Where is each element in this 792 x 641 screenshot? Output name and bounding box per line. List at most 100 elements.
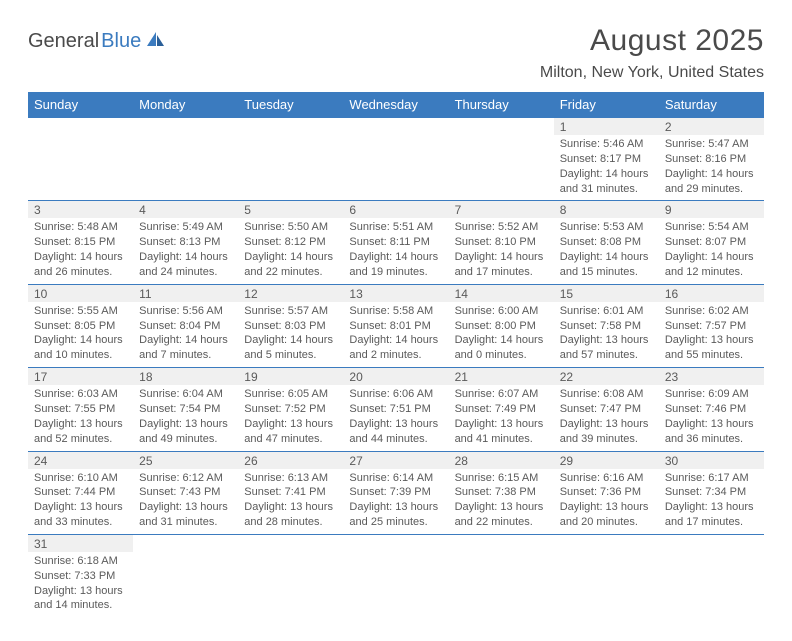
sunrise-text: Sunrise: 6:17 AM bbox=[665, 471, 758, 486]
daylight-text: Daylight: 13 hours and 39 minutes. bbox=[560, 417, 653, 447]
title-block: August 2025 Milton, New York, United Sta… bbox=[540, 24, 764, 82]
logo: GeneralBlue bbox=[28, 30, 167, 53]
col-saturday: Saturday bbox=[659, 92, 764, 118]
day-data-cell: Sunrise: 5:51 AMSunset: 8:11 PMDaylight:… bbox=[343, 218, 448, 284]
sunrise-text: Sunrise: 5:51 AM bbox=[349, 220, 442, 235]
day-data-cell bbox=[133, 135, 238, 201]
day-number-cell: 23 bbox=[659, 368, 764, 386]
daylight-text: Daylight: 13 hours and 55 minutes. bbox=[665, 333, 758, 363]
header: GeneralBlue August 2025 Milton, New York… bbox=[28, 24, 764, 82]
daylight-text: Daylight: 14 hours and 31 minutes. bbox=[560, 167, 653, 197]
daylight-text: Daylight: 14 hours and 7 minutes. bbox=[139, 333, 232, 363]
daylight-text: Daylight: 14 hours and 17 minutes. bbox=[455, 250, 548, 280]
day-data-cell: Sunrise: 5:52 AMSunset: 8:10 PMDaylight:… bbox=[449, 218, 554, 284]
sunset-text: Sunset: 7:54 PM bbox=[139, 402, 232, 417]
sunset-text: Sunset: 8:17 PM bbox=[560, 152, 653, 167]
sunset-text: Sunset: 8:00 PM bbox=[455, 319, 548, 334]
daylight-text: Daylight: 14 hours and 26 minutes. bbox=[34, 250, 127, 280]
sunset-text: Sunset: 7:38 PM bbox=[455, 485, 548, 500]
day-number-cell: 4 bbox=[133, 201, 238, 219]
day-data-row: Sunrise: 5:55 AMSunset: 8:05 PMDaylight:… bbox=[28, 302, 764, 368]
day-data-cell: Sunrise: 5:56 AMSunset: 8:04 PMDaylight:… bbox=[133, 302, 238, 368]
day-number-cell: 20 bbox=[343, 368, 448, 386]
day-number-cell: 1 bbox=[554, 118, 659, 136]
sunset-text: Sunset: 8:12 PM bbox=[244, 235, 337, 250]
day-number-cell bbox=[554, 534, 659, 552]
sunrise-text: Sunrise: 6:10 AM bbox=[34, 471, 127, 486]
col-thursday: Thursday bbox=[449, 92, 554, 118]
sunrise-text: Sunrise: 5:56 AM bbox=[139, 304, 232, 319]
calendar-page: GeneralBlue August 2025 Milton, New York… bbox=[0, 0, 792, 641]
day-number-cell: 21 bbox=[449, 368, 554, 386]
day-number-cell bbox=[28, 118, 133, 136]
daylight-text: Daylight: 13 hours and 47 minutes. bbox=[244, 417, 337, 447]
day-number-cell: 2 bbox=[659, 118, 764, 136]
daylight-text: Daylight: 13 hours and 31 minutes. bbox=[139, 500, 232, 530]
day-data-cell: Sunrise: 6:13 AMSunset: 7:41 PMDaylight:… bbox=[238, 469, 343, 535]
sunset-text: Sunset: 8:11 PM bbox=[349, 235, 442, 250]
day-number-cell: 14 bbox=[449, 284, 554, 302]
sunset-text: Sunset: 7:52 PM bbox=[244, 402, 337, 417]
day-data-cell: Sunrise: 6:02 AMSunset: 7:57 PMDaylight:… bbox=[659, 302, 764, 368]
daylight-text: Daylight: 14 hours and 0 minutes. bbox=[455, 333, 548, 363]
sunset-text: Sunset: 7:51 PM bbox=[349, 402, 442, 417]
daylight-text: Daylight: 13 hours and 44 minutes. bbox=[349, 417, 442, 447]
day-data-cell: Sunrise: 5:58 AMSunset: 8:01 PMDaylight:… bbox=[343, 302, 448, 368]
day-data-cell: Sunrise: 5:57 AMSunset: 8:03 PMDaylight:… bbox=[238, 302, 343, 368]
day-number-cell bbox=[133, 534, 238, 552]
day-number-cell: 24 bbox=[28, 451, 133, 469]
day-number-cell bbox=[238, 534, 343, 552]
sunrise-text: Sunrise: 6:15 AM bbox=[455, 471, 548, 486]
daylight-text: Daylight: 14 hours and 2 minutes. bbox=[349, 333, 442, 363]
sunset-text: Sunset: 8:10 PM bbox=[455, 235, 548, 250]
sunrise-text: Sunrise: 6:06 AM bbox=[349, 387, 442, 402]
col-monday: Monday bbox=[133, 92, 238, 118]
location: Milton, New York, United States bbox=[540, 64, 764, 82]
day-data-cell: Sunrise: 6:08 AMSunset: 7:47 PMDaylight:… bbox=[554, 385, 659, 451]
sunset-text: Sunset: 7:55 PM bbox=[34, 402, 127, 417]
day-number-cell bbox=[449, 534, 554, 552]
day-data-cell bbox=[133, 552, 238, 617]
day-data-cell: Sunrise: 6:04 AMSunset: 7:54 PMDaylight:… bbox=[133, 385, 238, 451]
day-data-cell: Sunrise: 6:05 AMSunset: 7:52 PMDaylight:… bbox=[238, 385, 343, 451]
day-data-cell: Sunrise: 6:16 AMSunset: 7:36 PMDaylight:… bbox=[554, 469, 659, 535]
day-data-cell: Sunrise: 5:54 AMSunset: 8:07 PMDaylight:… bbox=[659, 218, 764, 284]
sunset-text: Sunset: 8:16 PM bbox=[665, 152, 758, 167]
sunset-text: Sunset: 8:15 PM bbox=[34, 235, 127, 250]
day-data-cell: Sunrise: 6:07 AMSunset: 7:49 PMDaylight:… bbox=[449, 385, 554, 451]
daylight-text: Daylight: 14 hours and 19 minutes. bbox=[349, 250, 442, 280]
day-number-row: 12 bbox=[28, 118, 764, 136]
sunrise-text: Sunrise: 5:47 AM bbox=[665, 137, 758, 152]
sunrise-text: Sunrise: 5:52 AM bbox=[455, 220, 548, 235]
daylight-text: Daylight: 13 hours and 17 minutes. bbox=[665, 500, 758, 530]
sunrise-text: Sunrise: 5:50 AM bbox=[244, 220, 337, 235]
daylight-text: Daylight: 13 hours and 14 minutes. bbox=[34, 584, 127, 614]
day-data-row: Sunrise: 6:10 AMSunset: 7:44 PMDaylight:… bbox=[28, 469, 764, 535]
day-number-cell: 18 bbox=[133, 368, 238, 386]
day-data-cell bbox=[238, 135, 343, 201]
sunset-text: Sunset: 8:03 PM bbox=[244, 319, 337, 334]
day-number-cell: 9 bbox=[659, 201, 764, 219]
daylight-text: Daylight: 13 hours and 41 minutes. bbox=[455, 417, 548, 447]
sunset-text: Sunset: 7:33 PM bbox=[34, 569, 127, 584]
day-data-cell: Sunrise: 6:01 AMSunset: 7:58 PMDaylight:… bbox=[554, 302, 659, 368]
sunset-text: Sunset: 8:07 PM bbox=[665, 235, 758, 250]
sunrise-text: Sunrise: 6:03 AM bbox=[34, 387, 127, 402]
sunset-text: Sunset: 8:01 PM bbox=[349, 319, 442, 334]
day-number-cell: 13 bbox=[343, 284, 448, 302]
sunset-text: Sunset: 7:36 PM bbox=[560, 485, 653, 500]
day-data-cell: Sunrise: 6:18 AMSunset: 7:33 PMDaylight:… bbox=[28, 552, 133, 617]
daylight-text: Daylight: 14 hours and 5 minutes. bbox=[244, 333, 337, 363]
daylight-text: Daylight: 13 hours and 33 minutes. bbox=[34, 500, 127, 530]
month-title: August 2025 bbox=[540, 24, 764, 58]
day-number-cell: 16 bbox=[659, 284, 764, 302]
day-number-cell: 6 bbox=[343, 201, 448, 219]
day-data-cell bbox=[449, 135, 554, 201]
col-friday: Friday bbox=[554, 92, 659, 118]
sunrise-text: Sunrise: 5:55 AM bbox=[34, 304, 127, 319]
day-number-cell: 11 bbox=[133, 284, 238, 302]
sunset-text: Sunset: 7:44 PM bbox=[34, 485, 127, 500]
day-data-cell: Sunrise: 6:12 AMSunset: 7:43 PMDaylight:… bbox=[133, 469, 238, 535]
day-number-cell bbox=[238, 118, 343, 136]
day-data-cell bbox=[343, 552, 448, 617]
